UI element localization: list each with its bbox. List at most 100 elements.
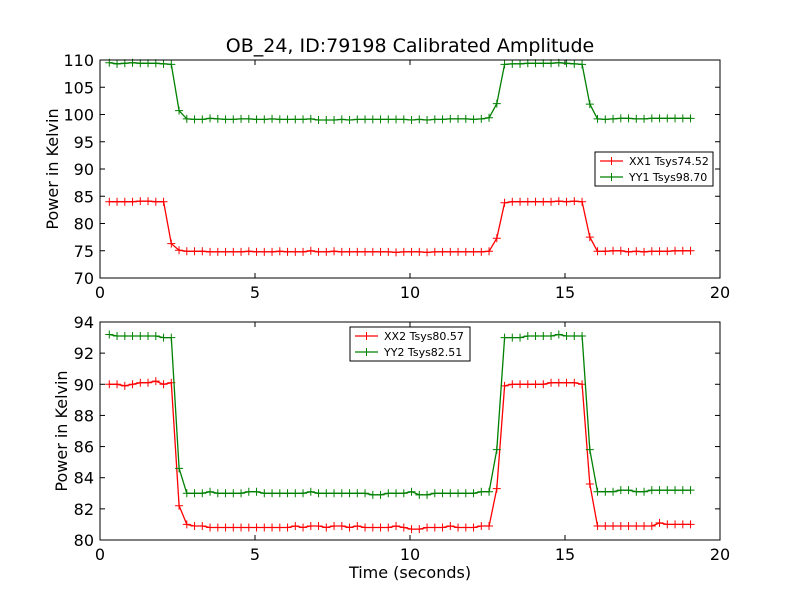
top-data-point [578,60,587,69]
top-data-point [678,246,687,255]
top-data-point [686,246,695,255]
top-data-point [671,246,680,255]
bottom-data-point [547,378,556,387]
bottom-data-point [423,523,432,532]
bottom-data-point [322,523,331,532]
top-data-point [376,247,385,256]
top-data-point [609,114,618,123]
bottom-data-point [655,518,664,527]
top-data-point [244,247,253,256]
top-data-point [539,59,548,68]
top-data-point [407,115,416,124]
top-data-point [601,115,610,124]
top-data-point [260,247,269,256]
bottom-data-point [632,521,641,530]
bottom-y-tick-label: 88 [74,406,94,425]
top-data-point [368,115,377,124]
bottom-data-point [306,521,315,530]
top-data-point [500,198,509,207]
top-data-point [105,197,114,206]
top-data-point [415,115,424,124]
top-data-point [268,247,277,256]
top-data-point [229,247,238,256]
top-data-point [562,59,571,68]
top-data-point [485,113,494,122]
bottom-data-point [523,380,532,389]
top-chart: 0 5 10 15 20 70 75 80 85 90 95 100 105 110 Power in Ke… [43,51,730,302]
top-data-point [345,115,354,124]
top-y-tick-label: 105 [63,78,94,97]
bottom-y-tick-label: 82 [74,500,94,519]
bottom-legend-marker [362,332,371,340]
top-data-point [446,114,455,123]
top-data-point [213,247,222,256]
bottom-data-point [655,486,664,495]
bottom-data-point [306,487,315,496]
top-data-point [554,197,563,206]
bottom-data-point [578,332,587,341]
bottom-data-point [384,489,393,498]
top-data-point [151,59,160,68]
top-data-point [337,247,346,256]
top-data-point [415,247,424,256]
top-data-point [175,106,184,115]
bottom-data-point [399,523,408,532]
top-data-point [120,197,129,206]
bottom-x-tick-label: 5 [250,545,260,564]
bottom-data-point [353,489,362,498]
bottom-data-point [446,521,455,530]
bottom-data-point [392,489,401,498]
bottom-data-point [283,523,292,532]
top-data-point [516,197,525,206]
top-data-point [516,59,525,68]
bottom-data-point [206,523,215,532]
bottom-data-point [128,332,137,341]
bottom-data-point [523,332,532,341]
bottom-data-point [361,523,370,532]
top-data-point [508,197,517,206]
bottom-data-point [353,521,362,530]
top-data-point [361,115,370,124]
bottom-data-point [407,525,416,534]
top-data-point [647,247,656,256]
bottom-data-point [415,525,424,534]
bottom-data-point [244,523,253,532]
bottom-data-point [686,486,695,495]
bottom-data-point [539,380,548,389]
bottom-y-axis-label: Power in Kelvin [52,370,71,491]
top-data-point [175,246,184,255]
bottom-legend-label: YY2 Tsys82.51 [383,346,462,359]
bottom-data-point [229,489,238,498]
bottom-data-point [678,486,687,495]
bottom-data-point [113,332,122,341]
top-data-point [291,115,300,124]
bottom-data-point [570,378,579,387]
bottom-data-point [151,377,160,386]
top-data-point [593,247,602,256]
top-data-point [113,59,122,68]
top-data-point [461,114,470,123]
bottom-data-point [508,333,517,342]
top-data-point [539,197,548,206]
bottom-data-point [492,445,501,454]
top-data-point [461,247,470,256]
top-data-point [570,197,579,206]
bottom-data-point [275,489,284,498]
bottom-data-point [345,523,354,532]
top-data-point [686,114,695,123]
bottom-data-point [554,378,563,387]
bottom-data-point [330,489,339,498]
top-data-point [213,114,222,123]
top-data-point [392,115,401,124]
top-data-point [477,114,486,123]
bottom-data-point [275,523,284,532]
bottom-data-point [616,521,625,530]
bottom-data-point [438,523,447,532]
bottom-data-point [159,333,168,342]
top-data-point [299,115,308,124]
bottom-data-point [376,523,385,532]
bottom-data-point [268,489,277,498]
bottom-x-axis-label: Time (seconds) [348,563,471,582]
top-data-point [469,247,478,256]
top-data-point [221,115,230,124]
